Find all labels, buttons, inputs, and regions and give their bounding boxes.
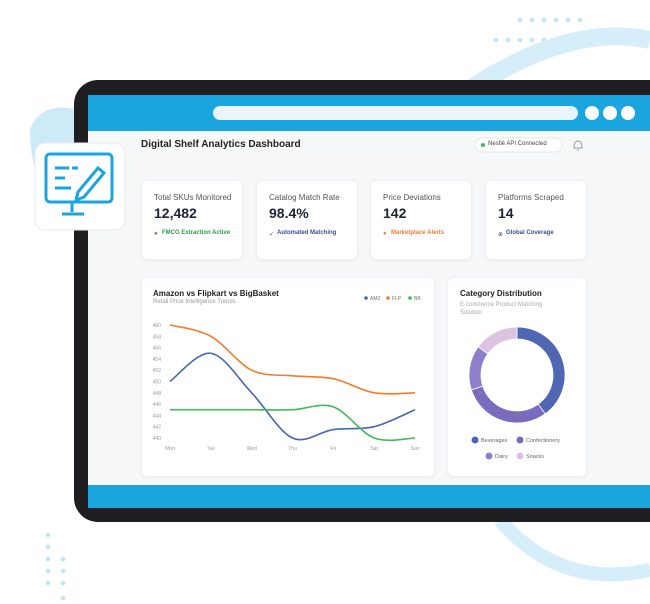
kpi-icon: ● — [154, 231, 158, 237]
legend-label: Dairy — [495, 454, 508, 460]
y-tick-label: 444 — [153, 413, 162, 419]
monitor-icon — [44, 152, 114, 216]
donut-slice — [477, 326, 518, 355]
legend-swatch — [408, 296, 412, 300]
bottom-bar — [88, 485, 650, 508]
legend-label: Confectionery — [526, 438, 560, 444]
window-dot — [585, 106, 599, 120]
y-tick-label: 458 — [153, 334, 162, 340]
icon-tile — [34, 142, 126, 231]
legend-label: FLP — [392, 296, 402, 302]
y-tick-label: 454 — [153, 357, 162, 363]
donut-slice — [468, 346, 489, 391]
kpi-note: Global Coverage — [506, 230, 554, 236]
x-tick-label: Wed — [247, 446, 257, 452]
series-line — [169, 352, 416, 441]
chart-subtitle: Retail Price Intelligence Trends — [153, 299, 236, 305]
kpi-icon: ✓ — [269, 232, 275, 238]
y-tick-label: 452 — [153, 368, 162, 374]
kpi-value: 98.4% — [269, 205, 309, 221]
y-tick-label: 448 — [153, 391, 162, 397]
kpi-label: Catalog Match Rate — [269, 193, 340, 202]
legend-label: Snacks — [526, 454, 544, 460]
kpi-card: Platforms Scraped 14 ⊕ Global Coverage — [485, 180, 587, 260]
dashboard-title: Digital Shelf Analytics Dashboard — [141, 139, 301, 150]
kpi-icon: ⊕ — [498, 232, 504, 238]
status-text: Nestlé API Connected — [488, 141, 547, 147]
bell-icon[interactable] — [573, 140, 583, 151]
kpi-label: Total SKUs Monitored — [154, 193, 232, 202]
chart-title: Category Distribution — [460, 289, 542, 298]
window-dot — [603, 106, 617, 120]
x-tick-label: Sun — [411, 446, 420, 452]
legend-swatch — [485, 452, 493, 460]
y-tick-label: 442 — [153, 425, 162, 431]
kpi-note: Marketplace Alerts — [391, 230, 445, 236]
chart-title: Amazon vs Flipkart vs BigBasket — [153, 289, 279, 298]
legend-swatch — [364, 296, 368, 300]
kpi-value: 142 — [383, 205, 407, 221]
legend-label: Beverages — [481, 438, 508, 444]
kpi-label: Platforms Scraped — [498, 193, 564, 202]
kpi-label: Price Deviations — [383, 193, 441, 202]
y-tick-label: 450 — [153, 380, 162, 386]
deco-arc — [494, 515, 650, 582]
x-tick-label: Sat — [370, 446, 378, 452]
kpi-icon: ● — [383, 231, 387, 237]
legend-label: BB — [414, 296, 421, 302]
y-tick-label: 446 — [153, 402, 162, 408]
donut-slice — [470, 385, 546, 424]
y-tick-label: 456 — [153, 346, 162, 352]
series-line — [169, 324, 416, 395]
dot-grid — [45, 17, 583, 601]
kpi-card: Total SKUs Monitored 12,482 ● FMCG Extracti… — [141, 180, 243, 260]
x-tick-label: Thu — [288, 446, 297, 452]
x-tick-label: Mon — [165, 446, 175, 452]
y-tick-label: 460 — [153, 323, 162, 329]
x-tick-label: Tue — [207, 446, 216, 452]
y-tick-label: 440 — [153, 436, 162, 442]
legend-swatch — [386, 296, 390, 300]
kpi-card: Price Deviations 142 ● Marketplace Alerts — [370, 180, 472, 260]
status-dot — [481, 143, 485, 147]
chart-subtitle: E-commerce Product Matching Solution — [460, 302, 543, 316]
donut-slice — [516, 326, 566, 415]
legend-swatch — [516, 452, 524, 460]
legend-swatch — [516, 436, 524, 444]
kpi-value: 14 — [498, 205, 514, 221]
window-dot — [621, 106, 635, 120]
series-line — [170, 404, 416, 442]
kpi-card: Catalog Match Rate 98.4% ✓ Automated Matchi… — [256, 180, 358, 260]
status-pill — [474, 137, 563, 153]
x-tick-label: Fri — [330, 446, 336, 452]
kpi-value: 12,482 — [154, 205, 197, 221]
address-bar — [213, 106, 578, 120]
kpi-note: FMCG Extraction Active — [162, 230, 231, 236]
line-card — [141, 277, 435, 477]
legend-swatch — [471, 436, 479, 444]
legend-label: AMZ — [370, 296, 381, 302]
kpi-note: Automated Matching — [277, 230, 337, 236]
